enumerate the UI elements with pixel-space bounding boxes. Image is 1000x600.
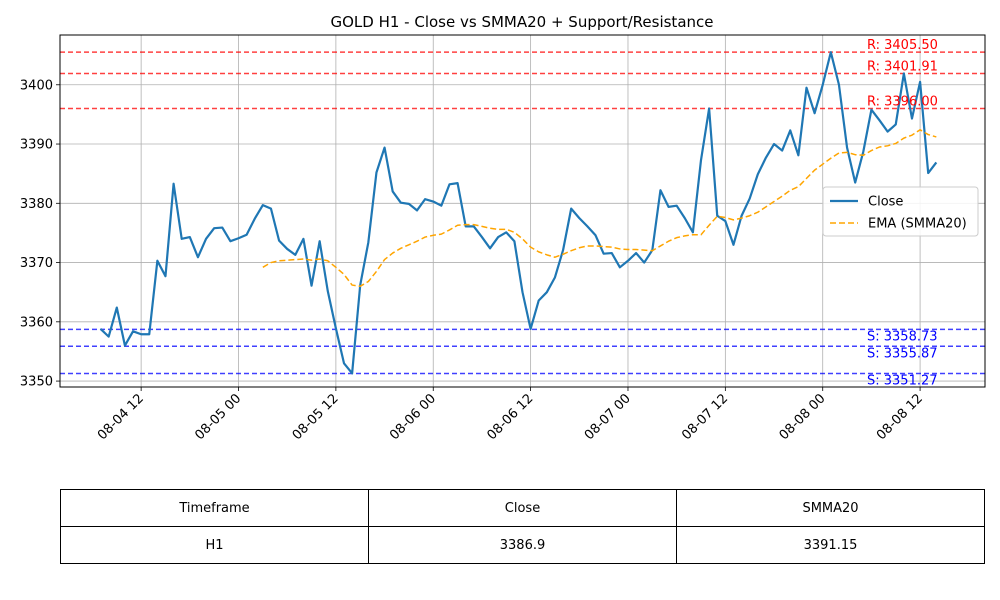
close-line <box>99 51 938 375</box>
resistance-label: R: 3401.91 <box>867 59 938 74</box>
series-lines <box>99 51 938 375</box>
x-tick-label: 08-07 00 <box>582 391 634 443</box>
legend-label: Close <box>868 195 903 210</box>
chart: GOLD H1 - Close vs SMMA20 + Support/Resi… <box>20 13 986 443</box>
x-tick-label: 08-04 12 <box>95 391 147 443</box>
x-tick-label: 08-05 12 <box>290 391 342 443</box>
chart-title: GOLD H1 - Close vs SMMA20 + Support/Resi… <box>330 13 713 31</box>
resistance-label: R: 3405.50 <box>867 38 938 53</box>
y-axis: 3350 3360 3370 3380 3390 3400 <box>20 78 60 390</box>
table-header-row: Timeframe Close SMMA20 <box>60 489 985 527</box>
y-tick-label: 3400 <box>20 78 53 93</box>
resistance-label: R: 3396.00 <box>867 94 938 109</box>
x-axis: 08-04 12 08-05 00 08-05 12 08-06 00 08-06 12… <box>95 387 926 443</box>
x-tick-label: 08-06 00 <box>387 391 439 443</box>
table-row: H1 3386.9 3391.15 <box>60 526 985 564</box>
legend-label: EMA (SMMA20) <box>868 217 967 232</box>
level-labels: R: 3405.50 R: 3401.91 R: 3396.00 S: 3358.73… <box>867 38 938 388</box>
y-tick-label: 3360 <box>20 315 53 330</box>
x-tick-label: 08-07 12 <box>679 391 731 443</box>
smma20-line <box>262 129 937 288</box>
table-cell: 3386.9 <box>368 526 677 564</box>
x-tick-label: 08-06 12 <box>485 391 537 443</box>
table-cell: H1 <box>60 526 369 564</box>
y-tick-label: 3380 <box>20 197 53 212</box>
y-tick-label: 3390 <box>20 138 53 153</box>
summary-table: Timeframe Close SMMA20 H1 3386.9 3391.15 <box>60 489 985 564</box>
x-tick-label: 08-08 12 <box>874 391 926 443</box>
support-label: S: 3355.87 <box>867 346 938 361</box>
support-label: S: 3351.27 <box>867 374 938 389</box>
plot-frame <box>59 34 986 388</box>
y-tick-label: 3350 <box>20 375 53 390</box>
legend: Close EMA (SMMA20) <box>822 186 979 237</box>
x-tick-label: 08-08 00 <box>777 391 829 443</box>
table-header-cell: Close <box>368 489 677 527</box>
table-header-cell: Timeframe <box>60 489 369 527</box>
y-tick-label: 3370 <box>20 256 53 271</box>
x-tick-label: 08-05 00 <box>192 391 244 443</box>
support-label: S: 3358.73 <box>867 329 938 344</box>
table-cell: 3391.15 <box>676 526 985 564</box>
table-header-cell: SMMA20 <box>676 489 985 527</box>
legend-box <box>822 186 979 237</box>
